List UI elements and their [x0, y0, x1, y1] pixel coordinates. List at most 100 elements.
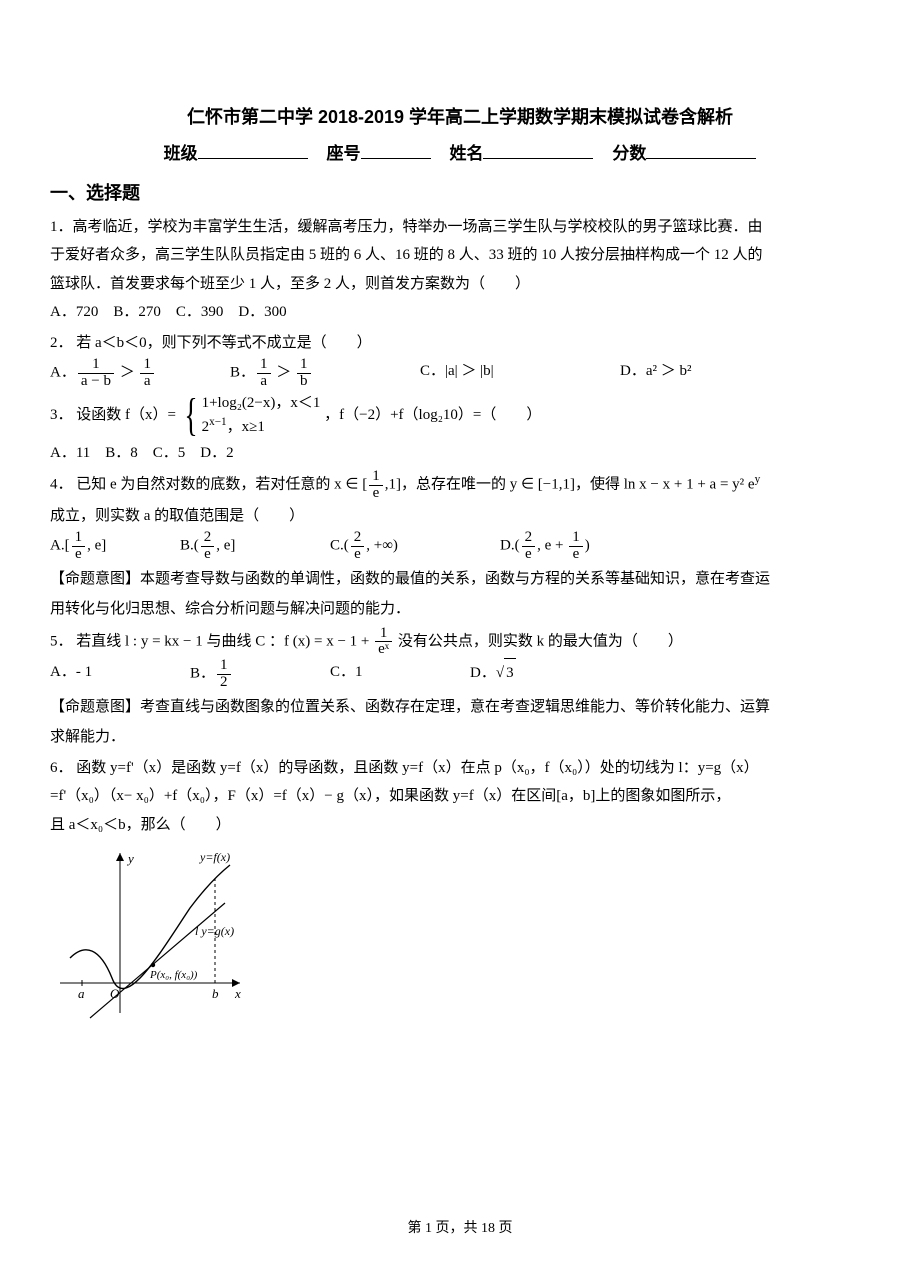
- q4D-n2: 1: [569, 530, 583, 546]
- q5-fn: 1: [375, 626, 392, 642]
- q4-sup-y: y: [755, 474, 761, 486]
- q3-case1: 1+log₂(2−x)，x＜1: [202, 395, 321, 411]
- q5-stem-b: 没有公共点，则实数 k 的最大值为（ ）: [394, 633, 683, 649]
- score-blank[interactable]: [646, 140, 756, 160]
- q5B-d: 2: [217, 674, 231, 691]
- seat-label: 座号: [327, 144, 361, 163]
- q1-options: A．720 B．270 C．390 D．300: [50, 298, 870, 327]
- x-axis-label: x: [234, 986, 241, 1001]
- q4D-n1: 2: [522, 530, 536, 546]
- q4C-d: e: [351, 546, 365, 563]
- q3-case2-base: 2: [202, 419, 210, 435]
- q1-line3: 篮球队．首发要求每个班至少 1 人，至多 2 人，则首发方案数为（ ）: [50, 270, 870, 299]
- name-label: 姓名: [449, 144, 483, 163]
- q6-l2: =f'（x₀）（x− x₀）+f（x₀），F（x）=f（x）− g（x），如果函…: [50, 782, 870, 811]
- q2-optB-pre: B．: [230, 365, 255, 381]
- point-label: P(x₀, f(x₀)): [149, 969, 198, 981]
- y-axis-arrow-icon: [116, 853, 124, 861]
- q2B-num2: 1: [297, 357, 311, 373]
- q6-l1: 6． 函数 y=f'（x）是函数 y=f（x）的导函数，且函数 y=f（x）在点…: [50, 754, 870, 783]
- q4B-n: 2: [201, 530, 215, 546]
- q5-stem-a: 5． 若直线 l : y = kx − 1 与曲线 C ：f (x) = x −…: [50, 633, 373, 649]
- q5B-n: 1: [217, 658, 231, 674]
- q5D-pre: D．: [470, 665, 496, 681]
- y-axis-label: y: [126, 851, 134, 866]
- question-1: 1．高考临近，学校为丰富学生生活，缓解高考压力，特举办一场高三学生队与学校校队的…: [50, 213, 870, 327]
- q5B-pre: B．: [190, 666, 215, 682]
- q3-stem-pre: 3． 设函数 f（x）=: [50, 407, 176, 423]
- point-p: [151, 963, 155, 967]
- name-blank[interactable]: [483, 140, 593, 160]
- q2A-den1: a − b: [78, 373, 114, 390]
- q4-l1b: ,1]，总存在唯一的 y ∈ [−1,1]，使得 ln x − x + 1 + …: [385, 477, 755, 493]
- q5D-rad: 3: [504, 658, 516, 688]
- footer-pre: 第: [408, 1221, 426, 1236]
- q6-l3: 且 a＜x₀＜b，那么（ ）: [50, 811, 870, 840]
- q4A-post: , e]: [87, 538, 106, 554]
- q4A-n: 1: [72, 530, 86, 546]
- q2A-den2: a: [140, 373, 154, 390]
- q4D-d2: e: [569, 546, 583, 563]
- q2-options: A．1a − b ＞ 1a B．1a ＞ 1b C．|a| ＞ |b| D．a²…: [50, 357, 870, 390]
- q4C-post: , +∞): [366, 538, 398, 554]
- q4D-pre: D.(: [500, 538, 520, 554]
- q1-line1: 1．高考临近，学校为丰富学生生活，缓解高考压力，特举办一场高三学生队与学校校队的…: [50, 213, 870, 242]
- q2B-num1: 1: [257, 357, 271, 373]
- page: 仁怀市第二中学 2018-2019 学年高二上学期数学期末模拟试卷含解析 班级 …: [0, 0, 920, 1273]
- q3-case2-sup: x−1: [209, 416, 227, 428]
- q2-stem: 2． 若 a＜b＜0，则下列不等式不成立是（ ）: [50, 329, 870, 358]
- b-label: b: [212, 986, 219, 1001]
- q2B-den1: a: [257, 373, 271, 390]
- q4-l1a: 4． 已知 e 为自然对数的底数，若对任意的 x ∈ [: [50, 477, 367, 493]
- curve-label: y=f(x): [199, 850, 230, 864]
- q2B-den2: b: [297, 373, 311, 390]
- a-label: a: [78, 986, 85, 1001]
- q2-optA-pre: A．: [50, 365, 76, 381]
- score-label: 分数: [612, 144, 646, 163]
- q3-options: A．11 B．8 C．5 D．2: [50, 439, 870, 468]
- q4-f1n: 1: [369, 469, 383, 485]
- q2-optD: D．a² ＞ b²: [620, 357, 692, 390]
- q5-note-l1: 【命题意图】考查直线与函数图象的位置关系、函数存在定理，意在考查逻辑思维能力、等…: [50, 693, 870, 722]
- q2A-gt: ＞: [116, 365, 139, 381]
- origin-label: O: [110, 986, 120, 1001]
- q6-graph: y x y=f(x) l y=g(x) P(x₀, f(x₀)) a O b: [50, 843, 250, 1023]
- q4-note-l2: 用转化与化归思想、综合分析问题与解决问题的能力．: [50, 595, 870, 624]
- q4-note-l1: 【命题意图】本题考查导数与函数的单调性，函数的最值的关系，函数与方程的关系等基础…: [50, 565, 870, 594]
- q4B-pre: B.(: [180, 538, 199, 554]
- question-2: 2． 若 a＜b＜0，则下列不等式不成立是（ ） A．1a − b ＞ 1a B…: [50, 329, 870, 390]
- q5-fd: eˣ: [375, 641, 392, 658]
- exam-title: 仁怀市第二中学 2018-2019 学年高二上学期数学期末模拟试卷含解析: [50, 100, 870, 134]
- q4A-d: e: [72, 546, 86, 563]
- footer-post: 页: [495, 1221, 513, 1236]
- class-label: 班级: [164, 144, 198, 163]
- section-1-heading: 一、选择题: [50, 176, 870, 210]
- q4C-pre: C.(: [330, 538, 349, 554]
- question-5: 5． 若直线 l : y = kx − 1 与曲线 C ：f (x) = x −…: [50, 626, 870, 752]
- q5-optA: A．- 1: [50, 658, 190, 691]
- q4-f1d: e: [369, 485, 383, 502]
- footer-mid: 页，共: [432, 1221, 481, 1236]
- q2B-gt: ＞: [273, 365, 296, 381]
- brace-icon: {: [184, 392, 197, 438]
- footer-total: 18: [481, 1221, 495, 1236]
- page-footer: 第 1 页，共 18 页: [50, 1216, 870, 1243]
- q2A-num2: 1: [140, 357, 154, 373]
- q4D-post: ): [585, 538, 590, 554]
- q1-line2: 于爱好者众多，高三学生队队员指定由 5 班的 6 人、16 班的 8 人、33 …: [50, 241, 870, 270]
- class-blank[interactable]: [198, 140, 308, 160]
- q3-case2-post: ，x≥1: [227, 419, 265, 435]
- q4D-mid: , e +: [537, 538, 567, 554]
- q4C-n: 2: [351, 530, 365, 546]
- question-3: 3． 设函数 f（x）= { 1+log₂(2−x)，x＜1 2x−1，x≥1 …: [50, 392, 870, 468]
- seat-blank[interactable]: [361, 140, 431, 160]
- question-4: 4． 已知 e 为自然对数的底数，若对任意的 x ∈ [1e,1]，总存在唯一的…: [50, 469, 870, 624]
- q4B-post: , e]: [216, 538, 235, 554]
- q4-l2: 成立，则实数 a 的取值范围是（ ）: [50, 502, 870, 531]
- question-6: 6． 函数 y=f'（x）是函数 y=f（x）的导函数，且函数 y=f（x）在点…: [50, 754, 870, 1024]
- q2A-num1: 1: [78, 357, 114, 373]
- q4D-d1: e: [522, 546, 536, 563]
- line-label: l y=g(x): [195, 924, 234, 938]
- q5-optC: C．1: [330, 658, 470, 691]
- student-info-line: 班级 座号 姓名 分数: [50, 138, 870, 170]
